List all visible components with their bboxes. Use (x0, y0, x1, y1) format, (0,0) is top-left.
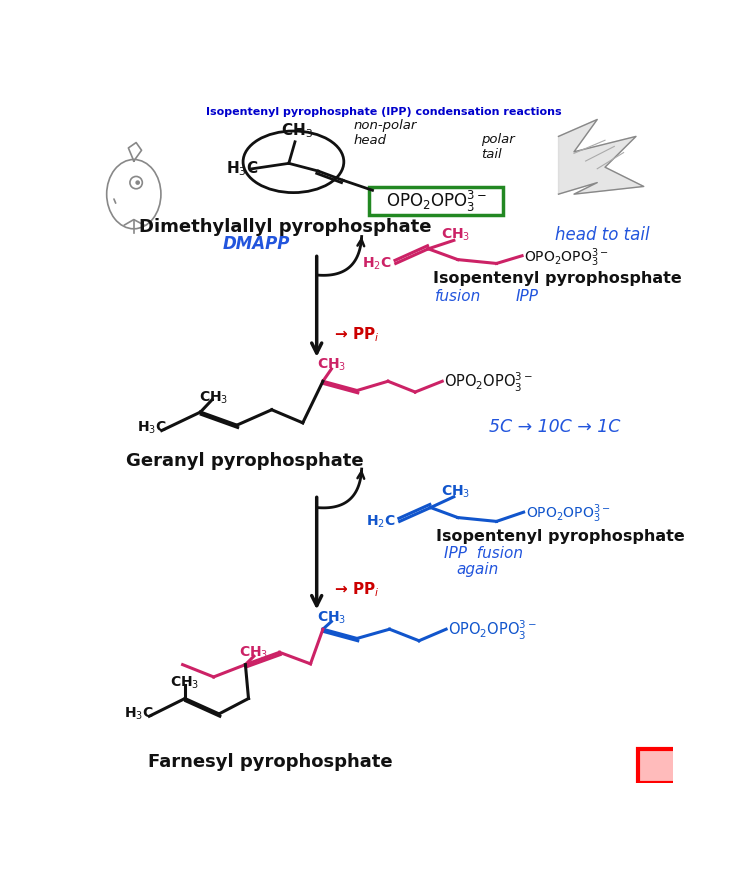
Text: CH$_3$: CH$_3$ (316, 610, 346, 626)
Text: head to tail: head to tail (554, 226, 649, 244)
Text: OPO$_2$OPO$_3^{3-}$: OPO$_2$OPO$_3^{3-}$ (524, 246, 609, 268)
Text: Isopentenyl pyrophosphate: Isopentenyl pyrophosphate (436, 529, 685, 545)
FancyBboxPatch shape (637, 749, 676, 783)
Text: Farnesyl pyrophosphate: Farnesyl pyrophosphate (148, 752, 393, 771)
Text: OPO$_2$OPO$_3^{3-}$: OPO$_2$OPO$_3^{3-}$ (449, 620, 537, 642)
Text: → PP$_i$: → PP$_i$ (334, 326, 379, 344)
Text: DMAPP: DMAPP (223, 235, 290, 253)
Text: OPO$_2$OPO$_3^{3-}$: OPO$_2$OPO$_3^{3-}$ (386, 188, 486, 214)
Text: Dimethylallyl pyrophosphate: Dimethylallyl pyrophosphate (139, 218, 432, 236)
Text: 5C → 10C → 1C: 5C → 10C → 1C (488, 419, 620, 436)
FancyBboxPatch shape (370, 187, 503, 215)
Text: H$_2$C: H$_2$C (362, 255, 392, 272)
Text: H$_2$C: H$_2$C (366, 513, 396, 530)
Text: → PP$_i$: → PP$_i$ (334, 580, 379, 598)
Circle shape (135, 180, 140, 185)
Text: Geranyl pyrophosphate: Geranyl pyrophosphate (126, 452, 364, 470)
Text: again: again (456, 562, 498, 577)
Text: H$_3$C: H$_3$C (123, 706, 153, 722)
Text: fusion: fusion (435, 289, 481, 304)
Text: CH$_3$: CH$_3$ (280, 121, 313, 140)
Text: Isopentenyl pyrophosphate (IPP) condensation reactions: Isopentenyl pyrophosphate (IPP) condensa… (206, 107, 561, 117)
Text: non-polar
head: non-polar head (353, 120, 417, 148)
Text: OPO$_2$OPO$_3^{3-}$: OPO$_2$OPO$_3^{3-}$ (444, 371, 533, 394)
Text: IPP  fusion: IPP fusion (444, 546, 523, 561)
Text: CH$_3$: CH$_3$ (199, 390, 228, 407)
Polygon shape (559, 120, 644, 194)
Text: CH$_3$: CH$_3$ (441, 484, 470, 501)
Text: H$_3$C: H$_3$C (137, 419, 167, 436)
Text: IPP: IPP (516, 289, 539, 304)
Text: OPO$_2$OPO$_3^{3-}$: OPO$_2$OPO$_3^{3-}$ (526, 502, 610, 525)
Text: polar
tail: polar tail (481, 133, 515, 160)
Text: CH$_3$: CH$_3$ (239, 644, 269, 661)
Text: H$_3$C: H$_3$C (226, 159, 259, 178)
Text: CH$_3$: CH$_3$ (316, 356, 346, 372)
Text: Isopentenyl pyrophosphate: Isopentenyl pyrophosphate (433, 271, 681, 286)
Text: CH$_3$: CH$_3$ (441, 227, 470, 243)
Text: CH$_3$: CH$_3$ (170, 675, 199, 692)
